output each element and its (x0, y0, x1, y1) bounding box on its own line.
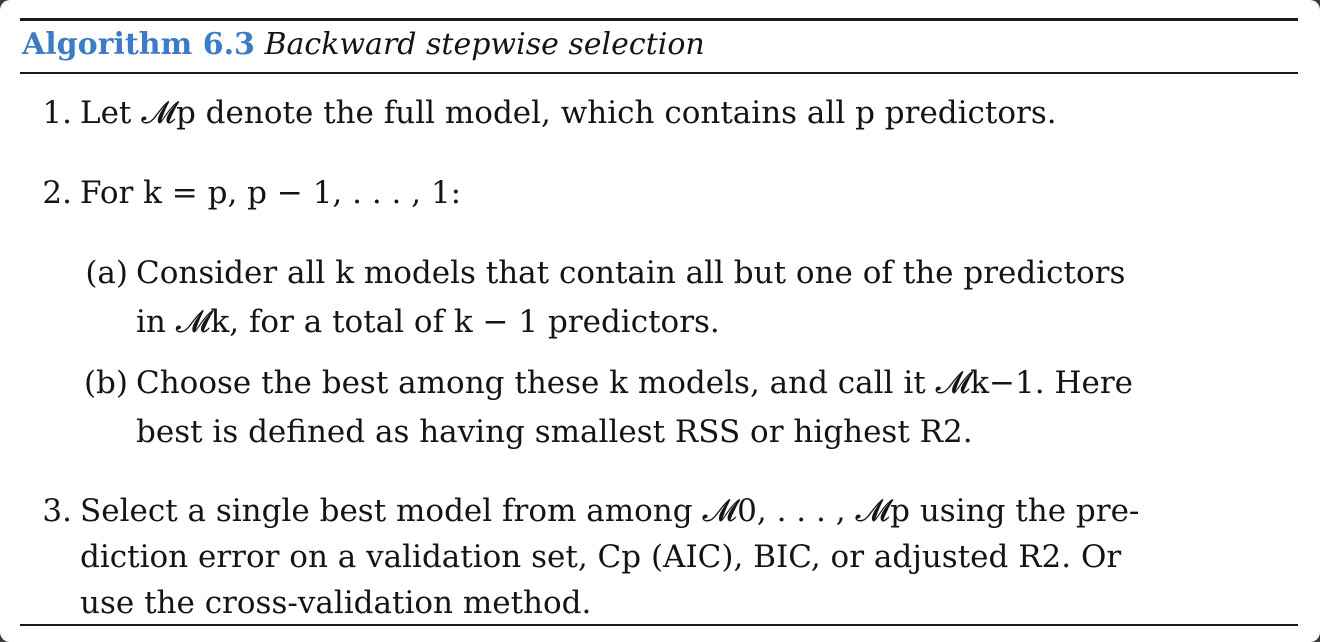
step-number: 1. (42, 95, 72, 131)
step-number: 3. (42, 493, 72, 529)
substep-label: (b) (83, 365, 128, 401)
algorithm-name: Backward stepwise selection (264, 27, 705, 62)
step-line: Select a single best model from among 𝓜0… (80, 493, 1140, 529)
title-rule (20, 72, 1298, 74)
substep-line: best is defined as having smallest RSS o… (136, 414, 973, 450)
step-text: For k = p, p − 1, . . . , 1: (80, 175, 462, 211)
substep-label: (a) (85, 255, 128, 291)
algorithm-label: Algorithm 6.3 (22, 27, 255, 62)
substep-line: Choose the best among these k models, an… (136, 365, 1134, 401)
step-line: diction error on a validation set, Cp (A… (80, 539, 1122, 575)
algorithm-title: Algorithm 6.3 Backward stepwise selectio… (22, 25, 705, 65)
step-text: Let 𝓜p denote the full model, which cont… (80, 95, 1057, 131)
top-rule (20, 18, 1298, 21)
step-line: use the cross-validation method. (80, 585, 592, 621)
substep-line: Consider all k models that contain all b… (136, 255, 1126, 291)
step-number: 2. (42, 175, 72, 211)
bottom-rule (20, 624, 1298, 626)
substep-line: in 𝓜k, for a total of k − 1 predictors. (136, 304, 720, 340)
